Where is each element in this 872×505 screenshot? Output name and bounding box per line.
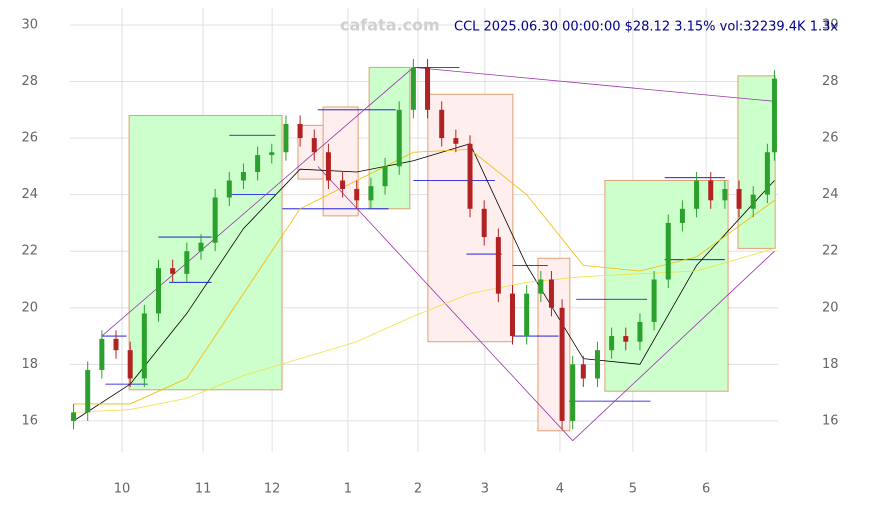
candle-body [396, 109, 402, 167]
candle-body [212, 197, 218, 243]
candle-body [548, 279, 554, 308]
candle-body [127, 350, 133, 379]
y-tick-label-right: 22 [822, 244, 839, 259]
y-tick-label: 30 [21, 17, 38, 32]
candle-body [467, 143, 473, 209]
x-tick-label: 5 [629, 482, 637, 497]
candle-body [198, 242, 204, 252]
x-tick-label: 2 [414, 482, 422, 497]
candle-body [226, 180, 232, 198]
candle-body [453, 138, 459, 144]
candle-body [764, 152, 770, 195]
candle-body [559, 307, 565, 421]
moving-average [73, 148, 775, 405]
candle-body [609, 336, 615, 351]
y-tick-label: 26 [21, 131, 38, 146]
candle-body [113, 338, 119, 351]
candle-body [410, 67, 416, 110]
candle-body [71, 412, 77, 421]
x-tick-label: 4 [556, 482, 564, 497]
candle-body [679, 208, 685, 223]
y-tick-label: 20 [21, 300, 38, 315]
candle-body [771, 78, 777, 153]
y-tick-label: 18 [21, 357, 38, 372]
x-tick-label: 3 [481, 482, 489, 497]
candle-body [694, 180, 700, 209]
candle-body [354, 188, 360, 201]
candle-body [736, 188, 742, 209]
y-tick-label: 28 [21, 74, 38, 89]
trend-line [101, 67, 414, 337]
moving-average [73, 143, 775, 422]
watermark: cafata.com [340, 16, 440, 35]
zone-box [604, 180, 729, 392]
y-tick-label-right: 16 [822, 413, 839, 428]
candle-body [368, 186, 374, 201]
candle-body [665, 222, 671, 280]
chart-title: CCL 2025.06.30 00:00:00 $28.12 3.15% vol… [454, 20, 838, 35]
y-tick-label-right: 26 [822, 131, 839, 146]
candle-body [510, 293, 515, 337]
candle-body [170, 268, 176, 274]
candle-body [524, 293, 530, 337]
y-tick-label-right: 18 [822, 357, 839, 372]
candle-body [708, 180, 714, 201]
x-tick-label: 10 [114, 482, 131, 497]
candle-body [255, 155, 261, 173]
zone-box [368, 66, 411, 210]
candle-body [570, 364, 576, 421]
candle-body [580, 364, 586, 379]
candle-body [141, 313, 147, 379]
candle-body [85, 369, 91, 413]
y-tick-label-right: 30 [822, 17, 839, 32]
y-tick-label: 22 [21, 244, 38, 259]
candle-body [750, 194, 756, 209]
candle-body [99, 338, 105, 370]
candle-body [311, 138, 317, 153]
y-tick-label-right: 28 [822, 74, 839, 89]
candle-body [439, 109, 445, 139]
candle-body [269, 152, 275, 156]
candle-body [495, 237, 501, 294]
moving-average [73, 247, 775, 413]
x-tick-label: 1 [344, 482, 352, 497]
candle-body [623, 336, 629, 342]
candle-body [297, 123, 303, 139]
candle-body [325, 152, 331, 181]
candle-body [240, 172, 246, 181]
candle-body [340, 180, 346, 189]
candle-body [425, 67, 431, 110]
y-tick-label-right: 24 [822, 187, 839, 202]
candle-body [283, 123, 289, 153]
candle-body [382, 166, 388, 187]
candle-body [184, 251, 190, 274]
candle-body [637, 321, 643, 342]
x-tick-label: 11 [195, 482, 212, 497]
candle-body [156, 268, 161, 314]
trend-line [572, 250, 775, 441]
candle-body [651, 279, 657, 322]
y-tick-label-right: 20 [822, 300, 839, 315]
candle-body [722, 188, 728, 201]
candle-body [481, 208, 487, 238]
candle-body [594, 350, 600, 379]
y-tick-label: 24 [21, 187, 38, 202]
trend-line [413, 66, 775, 102]
x-tick-label: 6 [702, 482, 710, 497]
x-tick-label: 12 [264, 482, 281, 497]
candle-body [538, 279, 544, 294]
y-tick-label: 16 [21, 413, 38, 428]
